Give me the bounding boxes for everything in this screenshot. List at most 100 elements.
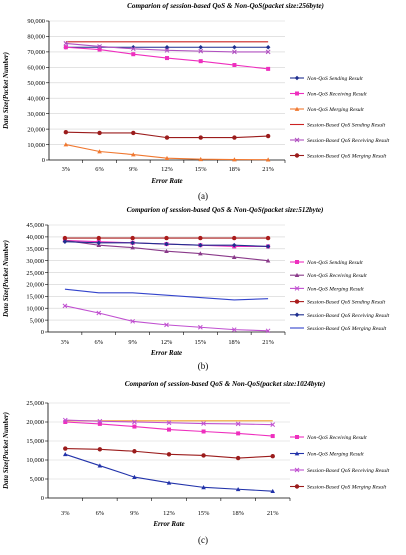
y-tick-label: 50,000: [27, 80, 45, 87]
legend-marker: [294, 106, 300, 111]
data-point: [270, 434, 275, 439]
x-axis-label: Error Rate: [152, 520, 184, 528]
x-tick-label: 21%: [267, 510, 279, 517]
series-5: [62, 239, 271, 249]
data-point: [164, 248, 169, 253]
series-2: [63, 45, 271, 71]
legend-label: Non-QoS Sending Result: [306, 260, 363, 266]
data-point: [232, 63, 237, 68]
x-tick-label: 6%: [96, 510, 105, 517]
data-point: [266, 66, 271, 71]
series-3: [62, 303, 271, 334]
x-tick-label: 12%: [163, 510, 175, 517]
data-point: [165, 56, 169, 61]
y-tick-label: 60,000: [27, 65, 45, 72]
y-tick-label: 5,000: [30, 476, 44, 483]
legend-entry: Non-QoS Receiving Result: [290, 91, 367, 98]
legend-label: Non-QoS Receiving Result: [306, 435, 367, 441]
data-point: [232, 157, 237, 162]
x-tick-label: 9%: [130, 510, 139, 517]
legend-label: Non-QoS Receiving Result: [306, 92, 367, 98]
data-point: [201, 429, 206, 434]
legend-label: Non-QoS Merging Result: [306, 452, 364, 458]
data-point: [132, 449, 137, 454]
data-point: [132, 474, 137, 479]
data-point: [198, 44, 204, 50]
legend-label: Session-Based QoS Merging Result: [307, 154, 387, 160]
data-point: [130, 240, 135, 246]
data-point: [265, 258, 271, 263]
data-point: [130, 152, 136, 157]
data-point: [232, 135, 237, 140]
legend-marker: [294, 286, 300, 291]
y-tick-label: 10,000: [26, 305, 44, 312]
data-point: [235, 421, 241, 427]
data-point: [232, 44, 237, 50]
legend-label: Session-Based QoS Receiving Result: [307, 468, 390, 474]
data-point: [166, 420, 172, 426]
data-point: [63, 130, 69, 135]
y-tick-label: 10,000: [27, 142, 45, 149]
legend-entry: Session-Based QoS Receiving Result: [290, 312, 390, 319]
data-point: [270, 454, 275, 459]
data-point: [167, 427, 171, 432]
data-point: [62, 452, 68, 457]
y-tick-label: 25,000: [26, 270, 44, 277]
legend-label: Non-QoS Sending Result: [306, 76, 363, 82]
legend-entry: Non-QoS Sending Result: [290, 75, 363, 82]
legend-label: Session-Based QoS Sending Result: [307, 123, 386, 129]
data-point: [97, 47, 102, 52]
data-point: [265, 157, 271, 162]
data-point: [96, 240, 102, 246]
x-tick-label: 15%: [195, 166, 207, 173]
data-point: [131, 52, 136, 57]
data-point: [97, 149, 102, 154]
legend-marker: [295, 260, 299, 264]
data-point: [63, 420, 68, 424]
legend-label: Session-Based QoS Receiving Result: [307, 313, 390, 319]
y-tick-label: 0: [41, 495, 44, 502]
series-2: [63, 420, 275, 439]
data-point: [130, 245, 135, 250]
data-point: [232, 235, 237, 241]
x-tick-label: 18%: [229, 166, 241, 173]
data-point: [235, 455, 241, 461]
data-point: [201, 485, 206, 490]
y-tick-label: 80,000: [27, 34, 45, 41]
y-tick-label: 30,000: [27, 111, 45, 118]
y-tick-label: 0: [41, 329, 44, 336]
y-tick-label: 45,000: [26, 222, 44, 229]
data-point: [63, 41, 69, 46]
chart-panel-3: Comparion of session-based QoS & Non-QoS…: [2, 380, 390, 545]
data-point: [63, 446, 68, 451]
legend-entry: Non-QoS Merging Result: [290, 106, 364, 113]
series-line: [64, 305, 269, 332]
legend-marker: [295, 435, 299, 439]
panel-label: (c): [198, 535, 208, 545]
y-tick-label: 0: [42, 157, 45, 164]
data-point: [164, 47, 170, 53]
legend-label: Session-Based QoS Merging Result: [307, 326, 387, 332]
legend-marker: [294, 272, 300, 278]
data-point: [198, 59, 203, 64]
data-point: [232, 49, 237, 55]
legend-label: Session-Based QoS Sending Result: [307, 300, 386, 306]
x-tick-label: 9%: [129, 166, 138, 173]
data-point: [62, 235, 68, 241]
y-axis-label: Data Size(Packet Number): [2, 52, 10, 130]
data-point: [62, 417, 68, 423]
series-6: [63, 130, 271, 140]
x-tick-label: 21%: [262, 166, 274, 173]
legend-label: Session-Based QoS Merging Result: [307, 485, 387, 491]
data-point: [164, 135, 170, 140]
x-tick-label: 21%: [262, 339, 274, 346]
legend-marker: [294, 312, 300, 318]
x-tick-label: 3%: [62, 166, 71, 173]
data-point: [164, 155, 170, 160]
y-tick-label: 40,000: [27, 95, 45, 102]
legend-label: Non-QoS Receiving Result: [306, 273, 367, 279]
x-tick-label: 3%: [61, 339, 70, 346]
y-tick-label: 25,000: [26, 400, 44, 407]
data-point: [201, 453, 206, 458]
data-point: [130, 318, 135, 324]
